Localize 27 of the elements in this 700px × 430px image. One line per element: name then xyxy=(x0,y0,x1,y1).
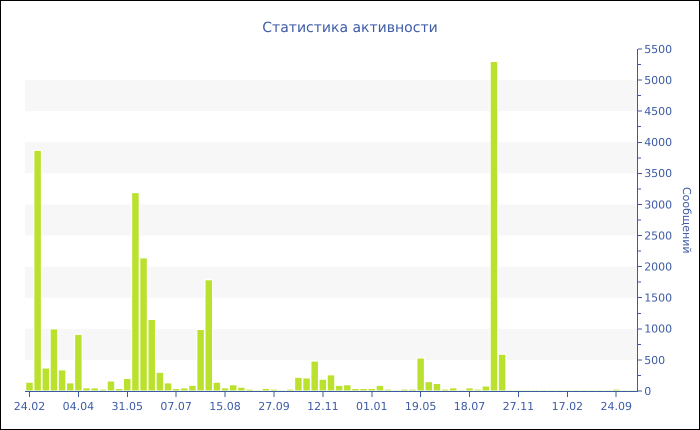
y-tick-label: 0 xyxy=(644,384,652,398)
y-tick-label: 4500 xyxy=(644,105,672,118)
y-tick-label: 5000 xyxy=(644,74,672,87)
x-tick-label: 19.05 xyxy=(404,400,436,414)
x-tick-label: 12.11 xyxy=(307,400,339,414)
chart-title: Статистика активности xyxy=(262,20,438,36)
x-tick-label: 07.07 xyxy=(160,400,192,414)
y-tick-label: 1500 xyxy=(644,292,672,305)
x-tick-label: 24.09 xyxy=(600,400,632,414)
x-tick-label: 24.02 xyxy=(14,400,46,414)
y-tick-label: 5500 xyxy=(644,42,672,56)
x-tick-label: 27.09 xyxy=(258,400,290,414)
x-tick-label: 01.01 xyxy=(356,400,388,414)
y-tick-label: 2000 xyxy=(644,260,672,274)
y-tick-label: 2500 xyxy=(644,229,672,242)
x-tick-label: 17.02 xyxy=(552,400,584,414)
y-tick-label: 1000 xyxy=(644,322,672,336)
y-axis-title: Сообщений xyxy=(680,187,693,254)
y-tick-label: 4000 xyxy=(644,136,672,150)
x-tick-label: 27.11 xyxy=(502,400,534,414)
y-tick-label: 3000 xyxy=(644,198,672,212)
x-tick-label: 15.08 xyxy=(209,400,241,414)
x-tick-label: 18.07 xyxy=(454,400,486,414)
x-tick-label: 31.05 xyxy=(112,400,144,414)
y-tick-label: 3500 xyxy=(644,167,672,180)
y-tick-label: 500 xyxy=(644,354,666,367)
x-tick-label: 04.04 xyxy=(62,400,94,414)
